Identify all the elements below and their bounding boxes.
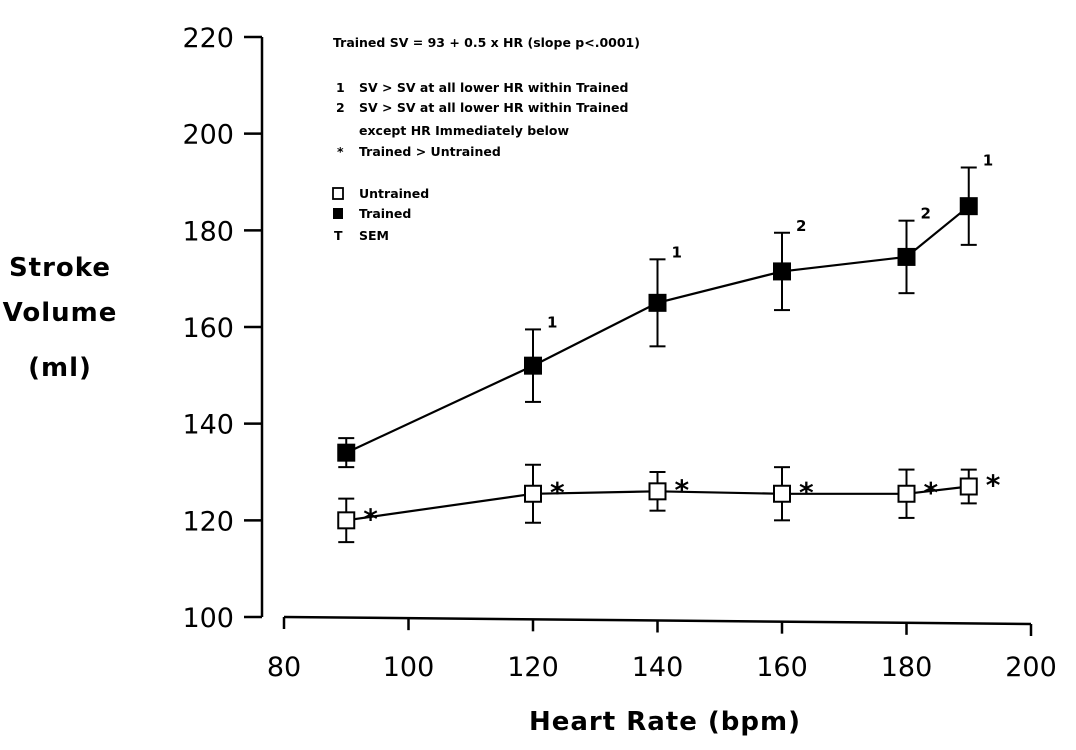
significance-star: * [675, 473, 690, 506]
legend-untrained-label: Untrained [359, 186, 429, 201]
y-tick-label: 160 [182, 313, 234, 344]
legend-trained-label: Trained [359, 206, 411, 221]
series-trained: 1 1 2 2 1 [337, 152, 993, 469]
y-tick-label: 180 [182, 216, 234, 247]
series-untrained: * * * * * * [337, 463, 1001, 544]
y-tick-label: 220 [182, 23, 234, 54]
data-point-untrained [337, 511, 356, 530]
equation-text: Trained SV = 93 + 0.5 x HR (slope p<.000… [333, 35, 640, 50]
note-2-key: 2 [336, 100, 345, 115]
x-tick-label: 80 [267, 652, 301, 683]
x-tick-label: 180 [881, 652, 933, 683]
data-point-trained [773, 262, 791, 281]
significance-star: * [550, 476, 565, 509]
note-star-text: Trained > Untrained [359, 144, 501, 159]
significance-label: 2 [921, 205, 931, 223]
series-line-trained [345, 205, 970, 454]
data-point-trained [897, 247, 916, 266]
series-layer: 1 1 2 2 1 * * * * * * [337, 152, 1001, 544]
data-point-untrained [897, 484, 916, 503]
significance-star: * [986, 469, 1001, 502]
significance-label: 1 [672, 243, 682, 261]
y-tick-label: 100 [182, 603, 234, 634]
x-ticks: 80 100 120 140 160 180 200 [267, 617, 1057, 683]
x-tick-label: 200 [1005, 652, 1057, 683]
series-line-untrained [346, 485, 969, 522]
legend-sem-icon: T [334, 228, 343, 243]
legend-untrained-icon [332, 187, 344, 200]
significance-star: * [363, 502, 378, 535]
x-axis-title: Heart Rate (bpm) [529, 707, 801, 737]
y-tick-label: 200 [182, 120, 234, 151]
note-2-text-line-1: SV > SV at all lower HR within Trained [359, 100, 628, 115]
annotation-block: Trained SV = 93 + 0.5 x HR (slope p<.000… [332, 35, 640, 243]
legend-trained-icon [333, 208, 343, 219]
y-axis-title-line-2: Volume [3, 298, 118, 328]
significance-label: 1 [983, 152, 993, 170]
significance-label: 2 [796, 217, 806, 235]
y-axis-title: Stroke Volume (ml) [3, 253, 118, 383]
data-point-untrained [773, 484, 791, 503]
x-tick-label: 140 [632, 652, 684, 683]
significance-label: 1 [547, 313, 557, 331]
x-tick-label: 100 [383, 652, 435, 683]
x-tick-label: 120 [507, 652, 559, 683]
note-star-key: * [337, 144, 344, 159]
note-1-key: 1 [336, 80, 345, 95]
data-point-trained [648, 293, 667, 312]
data-point-trained [959, 197, 978, 216]
y-axis-title-line-3: (ml) [28, 353, 92, 383]
significance-star: * [924, 476, 939, 509]
data-point-trained [337, 443, 356, 462]
data-point-trained [524, 356, 542, 375]
y-ticks: 100 120 140 160 180 200 220 [182, 23, 262, 634]
significance-star: * [799, 476, 814, 509]
note-2-text-line-2: except HR Immediately below [359, 123, 570, 138]
legend-sem-label: SEM [359, 228, 389, 243]
y-tick-label: 140 [182, 410, 234, 441]
x-tick-label: 160 [756, 652, 808, 683]
data-point-untrained [524, 484, 542, 503]
y-axis-title-line-1: Stroke [9, 253, 111, 283]
data-point-untrained [648, 482, 667, 501]
note-1-text: SV > SV at all lower HR within Trained [359, 80, 628, 95]
data-point-untrained [959, 477, 978, 496]
y-tick-label: 120 [182, 506, 234, 537]
